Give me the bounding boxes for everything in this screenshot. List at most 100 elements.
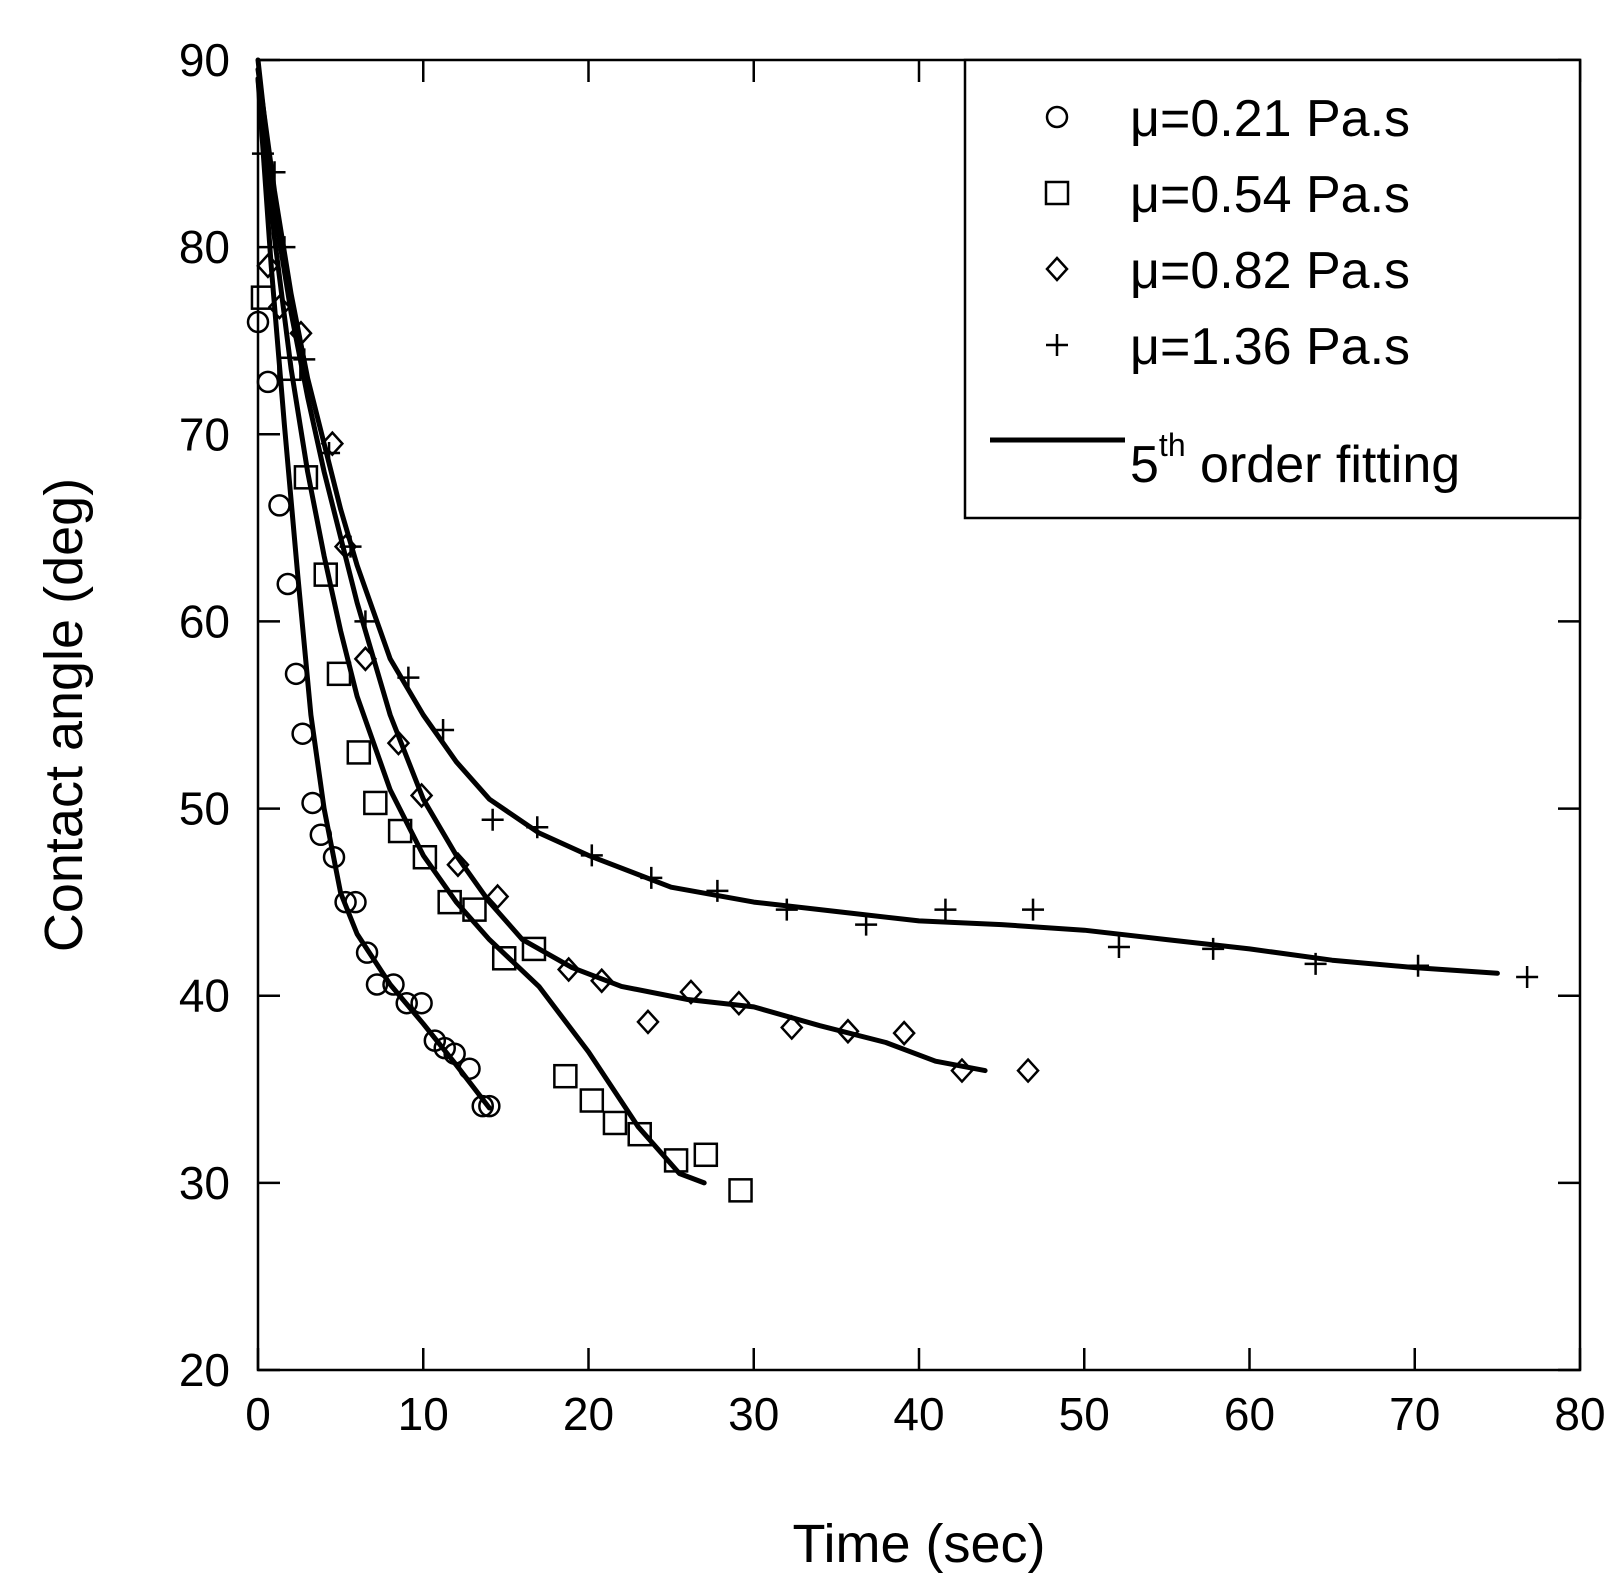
y-tick-label: 50 [179,783,230,835]
legend-marker-circle [1045,105,1069,129]
legend-label-plus: μ=1.36 Pa.s [1130,318,1410,376]
data-point-diamond [780,1014,804,1041]
data-point-circle [365,973,389,996]
legend-label-square: μ=0.54 Pa.s [1130,166,1410,224]
x-tick-label: 40 [893,1388,944,1440]
data-point-diamond [892,1020,916,1047]
data-point-circle [309,823,333,847]
data-point-square [326,661,352,687]
data-point-circle [458,1057,481,1080]
data-point-plus [706,879,729,902]
legend-marker-plus [1046,334,1068,356]
legend-label-circle: μ=0.21 Pa.s [1130,90,1410,148]
data-point-diamond [267,294,292,320]
data-point-diamond [446,851,470,878]
data-point-plus [263,161,286,184]
data-point-plus [640,866,663,889]
data-point-square [293,465,319,490]
data-point-square [363,790,388,816]
data-point-square [346,740,372,765]
x-axis-title: Time (sec) [793,1514,1046,1574]
data-point-plus [293,348,316,371]
data-point-plus [934,898,957,921]
data-point-diamond [289,320,313,347]
data-point-diamond [353,645,378,672]
data-point-diamond [256,252,280,279]
fit-line-plus [255,66,1500,976]
data-point-circle [395,991,418,1015]
data-point-circle [334,890,357,914]
data-point-square [277,356,302,382]
data-point-plus [354,610,377,633]
x-tick-label: 70 [1389,1388,1440,1440]
fit-line-square [255,76,707,1186]
data-point-diamond [409,782,434,809]
data-point-square [462,897,487,922]
data-point-diamond [636,1009,660,1035]
data-point-square [663,1148,689,1173]
legend-marker-square [1044,180,1070,206]
x-tick-label: 60 [1224,1388,1275,1440]
data-point-plus [318,442,341,464]
data-point-circle [471,1094,494,1118]
data-point-circle [276,572,299,596]
x-tick-label: 20 [563,1388,614,1440]
data-point-plus [1304,952,1327,975]
data-point-plus [855,913,878,936]
data-point-plus [1516,966,1539,988]
data-point-plus [481,808,504,831]
y-tick-label: 40 [179,970,230,1022]
data-point-square [728,1178,753,1203]
data-point-plus [580,844,603,867]
data-point-diamond [590,967,614,994]
data-point-circle [410,991,433,1015]
y-tick-label: 30 [179,1157,230,1209]
data-point-square [437,889,462,915]
data-point-circle [382,973,405,996]
data-point-diamond [320,430,345,457]
fit-line-circle [255,76,492,1111]
data-point-circle [478,1094,501,1118]
x-tick-label: 30 [728,1388,779,1440]
y-tick-label: 80 [179,221,230,273]
data-point-circle [291,722,314,745]
legend-fit-superscript: th [1159,427,1186,463]
x-tick-label: 50 [1059,1388,1110,1440]
data-point-circle [268,494,291,517]
legend: μ=0.21 Pa.s μ=0.54 Pa.s μ=0.82 Pa.s μ=1.36 … [963,58,1582,520]
y-tick-label: 20 [179,1344,230,1396]
data-point-circle [355,941,379,964]
data-point-square [627,1121,652,1147]
legend-label-diamond: μ=0.82 Pa.s [1130,242,1410,300]
y-tick-label: 70 [179,408,230,460]
data-point-square [693,1142,719,1168]
data-point-square [412,844,438,870]
data-point-plus [526,816,549,839]
x-tick-label: 0 [245,1388,271,1440]
y-tick-label: 60 [179,595,230,647]
data-point-square [579,1088,605,1113]
data-point-diamond [727,990,751,1017]
data-point-diamond [333,533,358,560]
data-point-circle [301,791,324,815]
data-point-diamond [386,730,411,756]
data-point-circle [322,845,346,869]
data-point-plus [397,666,420,689]
legend-fit-number: 5 [1130,436,1159,494]
data-point-square [521,936,547,962]
data-point-diamond [679,979,703,1005]
data-point-plus [432,718,455,741]
data-point-square [602,1110,628,1136]
data-point-circle [284,662,308,686]
data-point-diamond [950,1057,974,1084]
data-point-plus [1107,936,1130,959]
fit-curves [255,57,1500,1186]
data-point-circle [344,890,367,914]
x-tick-label: 10 [398,1388,449,1440]
data-point-plus [1202,937,1225,960]
data-point-circle [443,1042,466,1065]
data-point-square [313,562,339,587]
axis-ticks: 0 10 20 30 40 50 60 70 80 20 30 40 50 60 70 80 90 [179,34,1606,1440]
legend-fit-text: order fitting [1186,436,1461,494]
